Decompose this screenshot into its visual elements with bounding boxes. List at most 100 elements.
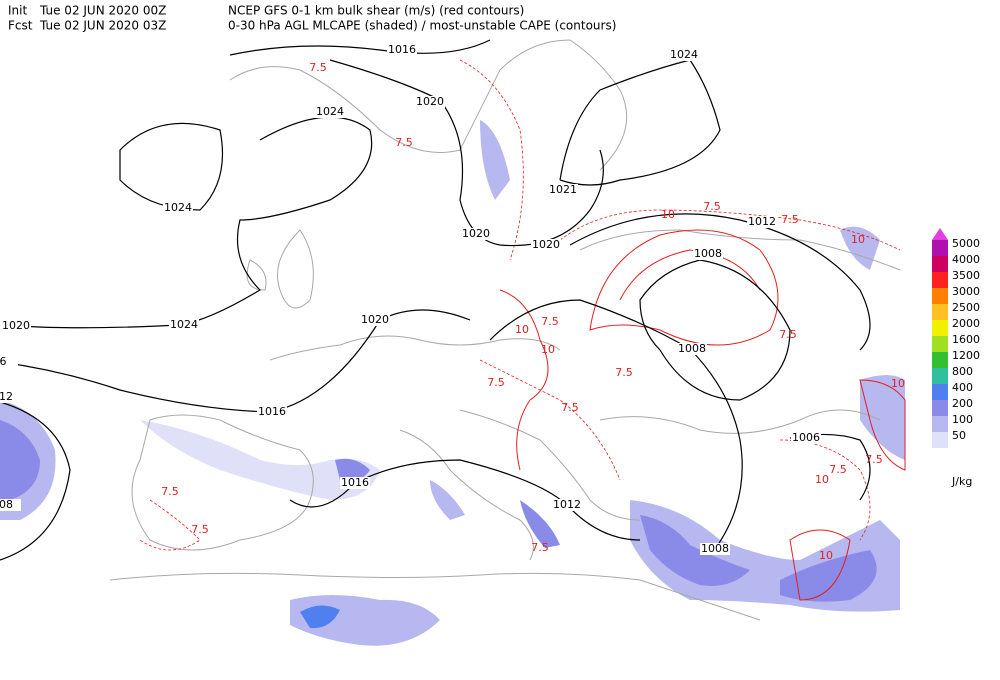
colorbar-swatch bbox=[932, 288, 948, 304]
colorbar-swatch bbox=[932, 432, 948, 448]
isobar-label: 1024 bbox=[316, 105, 344, 118]
shear-label: 10 bbox=[891, 377, 905, 390]
header-text: Tue 02 JUN 2020 00Z bbox=[39, 4, 166, 18]
shear-label: 10 bbox=[541, 343, 555, 356]
label-bg bbox=[531, 239, 561, 251]
cape-shading bbox=[0, 120, 905, 646]
isobar-label: 1020 bbox=[2, 319, 30, 332]
isobar-label: 1024 bbox=[670, 48, 698, 61]
shear-label: 7.5 bbox=[395, 136, 413, 149]
isobar-label: 1016 bbox=[258, 405, 286, 418]
shear-label: 7.5 bbox=[865, 453, 883, 466]
colorbar-swatch bbox=[932, 320, 948, 336]
label-bg bbox=[552, 499, 582, 511]
colorbar-label: 2000 bbox=[952, 317, 980, 330]
header: Init Tue 02 JUN 2020 00Z NCEP GFS 0-1 km… bbox=[8, 4, 616, 33]
isobar-label: 1012 bbox=[553, 498, 581, 511]
shear-label: 7.5 bbox=[779, 328, 797, 341]
label-bg bbox=[747, 216, 777, 228]
isobar-label: 1016 bbox=[341, 476, 369, 489]
shear-label: 10 bbox=[661, 208, 675, 221]
colorbar-label: 1600 bbox=[952, 333, 980, 346]
colorbar-label: 800 bbox=[952, 365, 973, 378]
isobar-label: 1020 bbox=[462, 227, 490, 240]
label-bg bbox=[163, 202, 193, 214]
colorbar-label: 3000 bbox=[952, 285, 980, 298]
colorbar-label: 3500 bbox=[952, 269, 980, 282]
shear-label: 7.5 bbox=[615, 366, 633, 379]
colorbar-label: 50 bbox=[952, 429, 966, 442]
isobar-label: 1024 bbox=[164, 201, 192, 214]
shear-contours bbox=[139, 59, 906, 601]
header-text: 0-30 hPa AGL MLCAPE (shaded) / most-unst… bbox=[228, 19, 616, 33]
contour-labels: 1016102010241024102410211020102010121008… bbox=[0, 43, 905, 562]
header-text: Tue 02 JUN 2020 03Z bbox=[39, 19, 166, 33]
isobar-label: 1021 bbox=[549, 183, 577, 196]
label-bg bbox=[387, 44, 417, 56]
label-bg bbox=[461, 228, 491, 240]
shear-label: 7.5 bbox=[161, 485, 179, 498]
label-bg bbox=[315, 106, 345, 118]
label-bg bbox=[415, 96, 445, 108]
label-bg bbox=[340, 477, 370, 489]
isobar-label: 1006 bbox=[792, 431, 820, 444]
label-bg bbox=[257, 406, 287, 418]
colorbar-swatch bbox=[932, 384, 948, 400]
shear-label: 7.5 bbox=[703, 200, 721, 213]
label-bg bbox=[669, 49, 699, 61]
label-bg bbox=[0, 499, 21, 511]
colorbar-label: 4000 bbox=[952, 253, 980, 266]
colorbar-label: 200 bbox=[952, 397, 973, 410]
shear-label: 7.5 bbox=[561, 401, 579, 414]
colorbar-swatch bbox=[932, 256, 948, 272]
label-bg bbox=[693, 248, 723, 260]
colorbar-label: 100 bbox=[952, 413, 973, 426]
isobar-label: 1008 bbox=[678, 342, 706, 355]
shear-label: 7.5 bbox=[191, 523, 209, 536]
header-text: NCEP GFS 0-1 km bulk shear (m/s) (red co… bbox=[228, 4, 524, 18]
isobar-label: 1016 bbox=[388, 43, 416, 56]
isobar-label: 1024 bbox=[170, 318, 198, 331]
isobars bbox=[0, 39, 871, 561]
header-text: Fcst bbox=[8, 19, 33, 33]
isobar-label: 1008 bbox=[694, 247, 722, 260]
colorbar-swatch bbox=[932, 336, 948, 352]
shear-label: 7.5 bbox=[781, 213, 799, 226]
label-bg bbox=[791, 432, 821, 444]
colorbar-label: 1200 bbox=[952, 349, 980, 362]
shear-label: 10 bbox=[819, 549, 833, 562]
label-bg bbox=[677, 343, 707, 355]
colorbar-label: 2500 bbox=[952, 301, 980, 314]
colorbar-label: 5000 bbox=[952, 237, 980, 250]
header-text: Init bbox=[8, 4, 27, 18]
colorbar: 5000 4000 3500 3000 2500 2000 1600 1200 800 400 20… bbox=[932, 228, 980, 488]
isobar-label: 1020 bbox=[416, 95, 444, 108]
colorbar-swatch bbox=[932, 352, 948, 368]
isobar-label: 1020 bbox=[532, 238, 560, 251]
colorbar-unit: J/kg bbox=[951, 475, 972, 488]
isobar-label: 1012 bbox=[748, 215, 776, 228]
isobar-label: 6 bbox=[0, 355, 7, 368]
shear-label: 10 bbox=[851, 233, 865, 246]
colorbar-swatch bbox=[932, 416, 948, 432]
colorbar-swatch bbox=[932, 304, 948, 320]
colorbar-swatch bbox=[932, 368, 948, 384]
label-bg bbox=[548, 184, 578, 196]
label-bg bbox=[1, 320, 31, 332]
shear-label: 7.5 bbox=[531, 541, 549, 554]
label-bg bbox=[360, 314, 390, 326]
shear-label: 7.5 bbox=[309, 61, 327, 74]
isobar-label: 08 bbox=[0, 498, 13, 511]
label-bg bbox=[0, 391, 21, 403]
shear-label: 7.5 bbox=[487, 376, 505, 389]
colorbar-label: 400 bbox=[952, 381, 973, 394]
isobar-label: 1020 bbox=[361, 313, 389, 326]
shear-label: 7.5 bbox=[829, 463, 847, 476]
isobar-label: 1008 bbox=[701, 542, 729, 555]
colorbar-swatch bbox=[932, 272, 948, 288]
shear-label: 7.5 bbox=[541, 315, 559, 328]
label-bg bbox=[0, 356, 18, 368]
label-bg bbox=[700, 543, 730, 555]
coastlines bbox=[109, 39, 901, 621]
